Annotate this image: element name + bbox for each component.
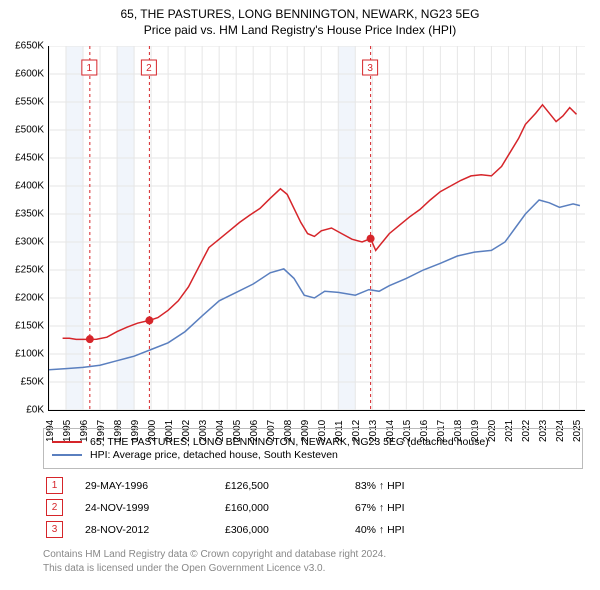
y-tick-label: £550K: [0, 97, 48, 108]
event-price: £306,000: [225, 524, 355, 536]
event-pct: 83% ↑ HPI: [355, 480, 405, 492]
event-price: £160,000: [225, 502, 355, 514]
svg-text:3: 3: [367, 63, 373, 74]
y-tick-label: £50K: [0, 377, 48, 388]
event-badge: 3: [46, 521, 63, 538]
svg-text:1: 1: [87, 63, 93, 74]
chart-container: { "title_line1": "65, THE PASTURES, LONG…: [0, 0, 600, 590]
y-tick-label: £350K: [0, 209, 48, 220]
event-price: £126,500: [225, 480, 355, 492]
plot-area: 1 2 3: [48, 46, 585, 411]
event-badge: 1: [46, 477, 63, 494]
y-tick-label: £0K: [0, 405, 48, 416]
footer-line-2: This data is licensed under the Open Gov…: [43, 562, 583, 576]
legend-swatch: [52, 441, 82, 443]
y-tick-label: £500K: [0, 125, 48, 136]
event-badge: 2: [46, 499, 63, 516]
y-tick-label: £200K: [0, 293, 48, 304]
y-tick-label: £400K: [0, 181, 48, 192]
legend-label: 65, THE PASTURES, LONG BENNINGTON, NEWAR…: [90, 436, 489, 448]
event-row: 3 28-NOV-2012 £306,000 40% ↑ HPI: [43, 521, 583, 538]
svg-text:2: 2: [146, 63, 152, 74]
title-line-2: Price paid vs. HM Land Registry's House …: [0, 22, 600, 38]
events-table: 1 29-MAY-1996 £126,500 83% ↑ HPI 2 24-NO…: [43, 472, 583, 543]
event-date: 29-MAY-1996: [85, 480, 225, 492]
legend-label: HPI: Average price, detached house, Sout…: [90, 449, 338, 461]
legend-item: HPI: Average price, detached house, Sout…: [52, 449, 574, 461]
y-tick-label: £650K: [0, 41, 48, 52]
y-tick-label: £250K: [0, 265, 48, 276]
footer-line-1: Contains HM Land Registry data © Crown c…: [43, 548, 583, 562]
attribution-footer: Contains HM Land Registry data © Crown c…: [43, 548, 583, 575]
event-pct: 67% ↑ HPI: [355, 502, 405, 514]
event-date: 28-NOV-2012: [85, 524, 225, 536]
y-tick-label: £150K: [0, 321, 48, 332]
y-tick-label: £300K: [0, 237, 48, 248]
legend-box: 65, THE PASTURES, LONG BENNINGTON, NEWAR…: [43, 428, 583, 469]
y-tick-label: £100K: [0, 349, 48, 360]
chart-svg: 1 2 3: [49, 46, 585, 410]
legend-swatch: [52, 454, 82, 456]
y-tick-label: £450K: [0, 153, 48, 164]
legend-item: 65, THE PASTURES, LONG BENNINGTON, NEWAR…: [52, 436, 574, 448]
event-pct: 40% ↑ HPI: [355, 524, 405, 536]
event-row: 2 24-NOV-1999 £160,000 67% ↑ HPI: [43, 499, 583, 516]
title-line-1: 65, THE PASTURES, LONG BENNINGTON, NEWAR…: [0, 6, 600, 22]
y-tick-label: £600K: [0, 69, 48, 80]
event-date: 24-NOV-1999: [85, 502, 225, 514]
event-row: 1 29-MAY-1996 £126,500 83% ↑ HPI: [43, 477, 583, 494]
chart-title: 65, THE PASTURES, LONG BENNINGTON, NEWAR…: [0, 0, 600, 38]
